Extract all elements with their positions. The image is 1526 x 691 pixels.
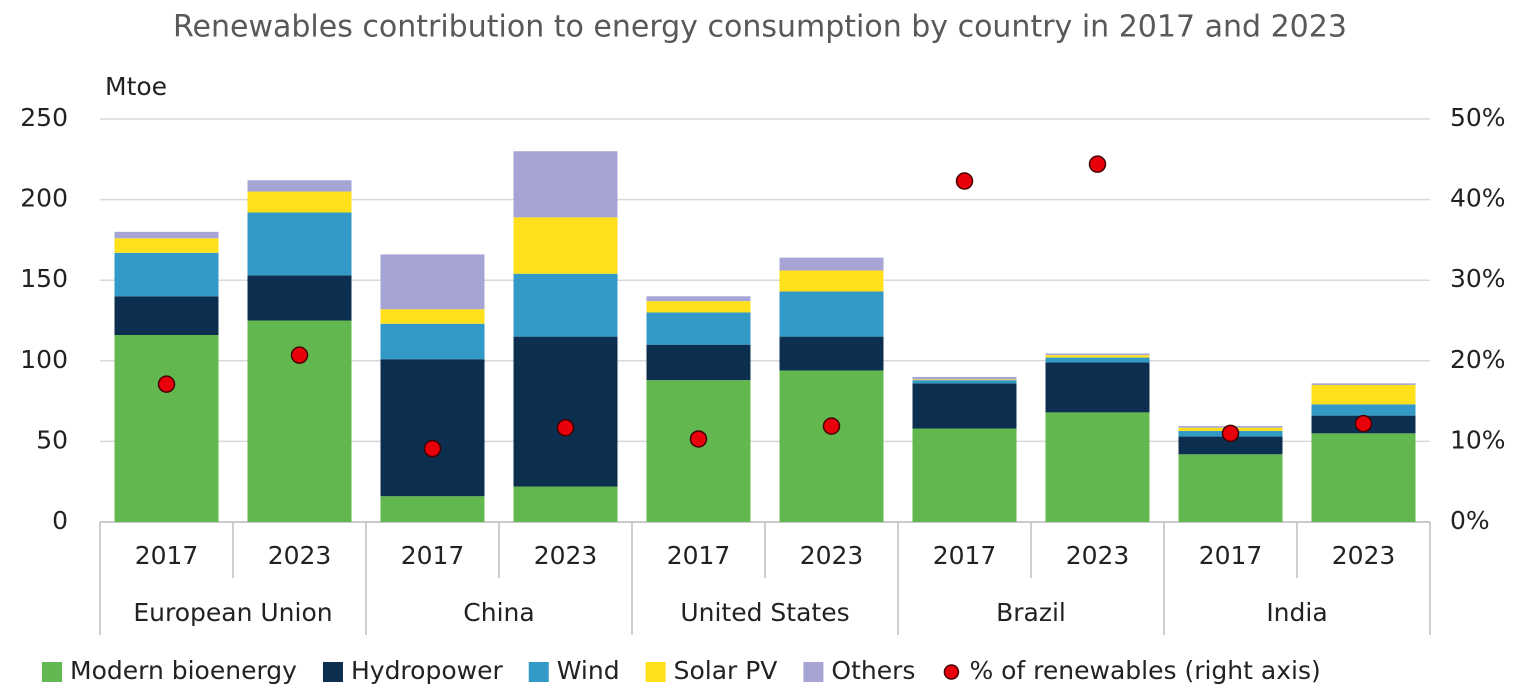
- scatter-point: [157, 375, 176, 393]
- scatter-point: [689, 430, 708, 448]
- y-tick-label: 150: [20, 264, 68, 293]
- bar-segment: [380, 309, 485, 324]
- bar-segment: [1178, 436, 1283, 455]
- group-label: European Union: [133, 598, 332, 627]
- y2-tick-label: 0%: [1450, 506, 1490, 535]
- scatter-point: [556, 418, 575, 437]
- x-tick-label: 2023: [268, 541, 332, 570]
- bar-segment: [646, 312, 751, 345]
- bar-segment: [1045, 357, 1150, 363]
- x-tick-label: 2017: [135, 541, 199, 570]
- bar-segment: [513, 151, 618, 218]
- group-label: Brazil: [996, 598, 1066, 627]
- x-tick-label: 2017: [401, 541, 465, 570]
- bar-segment: [247, 275, 352, 321]
- legend-label: Solar PV: [674, 656, 778, 685]
- legend-marker: [645, 662, 666, 682]
- scatter-point: [955, 172, 974, 190]
- bar-segment: [779, 257, 884, 271]
- legend-label: Hydropower: [351, 656, 503, 685]
- scatter-point: [290, 346, 309, 364]
- bar-segment: [380, 496, 485, 522]
- bar-segment: [912, 428, 1017, 522]
- bar-segment: [247, 212, 352, 276]
- bar-segment: [513, 486, 618, 522]
- bar-segment: [247, 191, 352, 213]
- bar-segment: [646, 344, 751, 381]
- x-tick-label: 2023: [534, 541, 598, 570]
- scatter-point: [1221, 424, 1240, 443]
- y2-tick-label: 10%: [1450, 425, 1506, 454]
- bar-segment: [1045, 355, 1150, 358]
- scatter-point: [822, 417, 841, 435]
- bar-segment: [380, 254, 485, 310]
- bar-segment: [912, 383, 1017, 429]
- bar-segment: [912, 380, 1017, 384]
- bar-segment: [380, 359, 485, 497]
- y2-tick-label: 50%: [1450, 103, 1506, 132]
- bar-segment: [114, 231, 219, 239]
- y-tick-label: 250: [20, 103, 68, 132]
- legend-marker: [322, 662, 343, 682]
- y-axis-label: Mtoe: [105, 72, 167, 101]
- bar-segment: [779, 370, 884, 522]
- bar-segment: [779, 270, 884, 292]
- y-tick-label: 200: [20, 184, 68, 213]
- bar-segment: [1178, 454, 1283, 522]
- legend-marker: [803, 662, 824, 682]
- x-tick-label: 2023: [1332, 541, 1396, 570]
- bar-segment: [1045, 362, 1150, 413]
- bar-segment: [779, 291, 884, 337]
- bar-segment: [114, 252, 219, 297]
- bar-segment: [1311, 383, 1416, 385]
- y2-tick-label: 20%: [1450, 345, 1506, 374]
- bar-segment: [646, 301, 751, 313]
- group-label: India: [1266, 598, 1327, 627]
- bar-segment: [912, 379, 1017, 381]
- y2-tick-label: 40%: [1450, 184, 1506, 213]
- scatter-point: [1088, 155, 1107, 173]
- y2-tick-label: 30%: [1450, 264, 1506, 293]
- bar-segment: [513, 336, 618, 487]
- bar-segment: [380, 323, 485, 360]
- legend-label: Modern bioenergy: [70, 656, 297, 685]
- scatter-point: [423, 439, 442, 458]
- x-tick-label: 2017: [667, 541, 731, 570]
- bar-segment: [513, 217, 618, 274]
- legend-marker: [528, 662, 549, 682]
- bar-segment: [513, 273, 618, 337]
- group-label: China: [463, 598, 534, 627]
- group-label: United States: [680, 598, 849, 627]
- chart-title: Renewables contribution to energy consum…: [173, 10, 1347, 45]
- y-tick-label: 50: [36, 425, 68, 454]
- legend-marker: [42, 662, 62, 682]
- bar-segment: [1045, 412, 1150, 522]
- bar-segment: [247, 180, 352, 192]
- bar-segment: [912, 376, 1017, 380]
- y-tick-label: 0: [52, 506, 68, 535]
- x-tick-label: 2023: [1066, 541, 1130, 570]
- bar-segment: [646, 380, 751, 522]
- x-tick-label: 2023: [800, 541, 864, 570]
- legend-label: Wind: [557, 656, 620, 685]
- legend-marker: [943, 664, 960, 680]
- legend-label: Others: [831, 656, 915, 685]
- bar-segment: [1311, 404, 1416, 416]
- bar-segment: [779, 336, 884, 371]
- bar-segment: [1311, 384, 1416, 405]
- y-tick-label: 100: [20, 345, 68, 374]
- bar-segment: [114, 296, 219, 336]
- bar-segment: [1045, 353, 1150, 356]
- scatter-point: [1354, 414, 1373, 433]
- x-tick-label: 2017: [933, 541, 997, 570]
- bar-segment: [646, 296, 751, 302]
- bar-segment: [1311, 433, 1416, 522]
- bar-segment: [114, 335, 219, 522]
- x-tick-label: 2017: [1199, 541, 1263, 570]
- legend-label: % of renewables (right axis): [969, 656, 1320, 685]
- bar-segment: [114, 238, 219, 253]
